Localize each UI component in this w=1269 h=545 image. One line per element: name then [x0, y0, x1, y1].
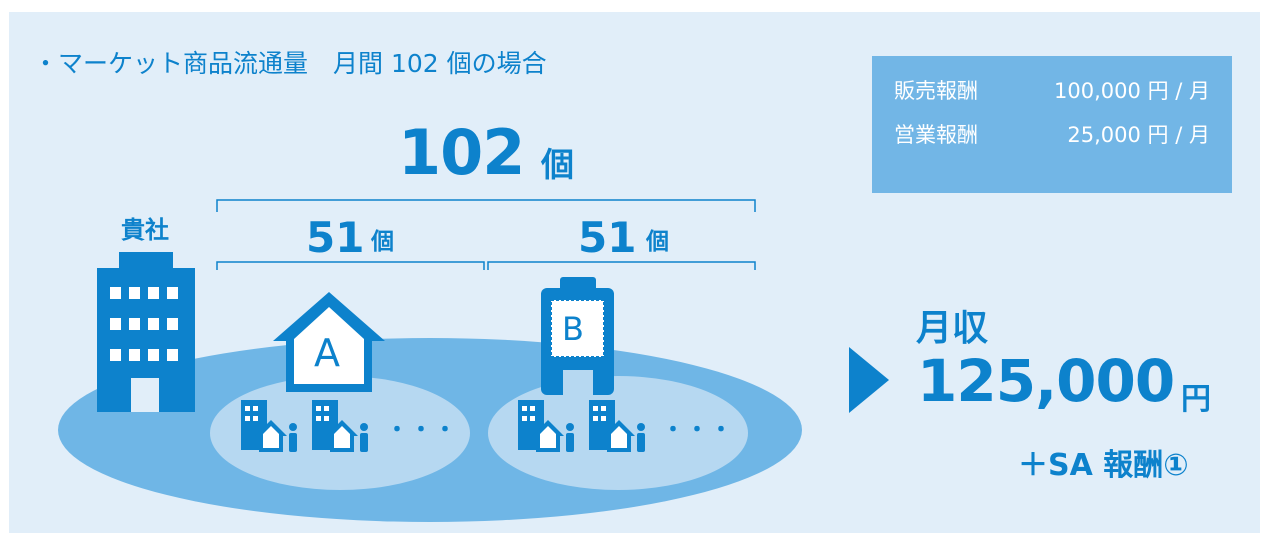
- reward-value: 100,000 円 / 月: [1054, 79, 1210, 103]
- house-a-icon: [273, 292, 385, 392]
- arrow-right-icon: [849, 347, 889, 413]
- branch-a-unit: 個: [371, 229, 394, 255]
- ellipsis: ・・・: [386, 418, 459, 443]
- total-number: 102: [398, 116, 525, 189]
- reward-value: 25,000 円 / 月: [1067, 123, 1210, 147]
- reward-label: 販売報酬: [894, 79, 978, 103]
- company-building-icon: [97, 252, 195, 412]
- branch-a-number: 51: [306, 213, 365, 262]
- income-unit: 円: [1181, 382, 1211, 417]
- income-label: 月収: [916, 308, 989, 349]
- total-unit: 個: [541, 145, 574, 184]
- bracket-total: [216, 199, 756, 212]
- small-group-icon: [312, 400, 368, 452]
- small-group-icon: [589, 400, 645, 452]
- bracket-branch-b: [487, 261, 756, 270]
- node-a-label: A: [314, 331, 340, 375]
- company-label: 貴社: [121, 216, 169, 244]
- branch-b-number: 51: [578, 213, 637, 262]
- reward-label: 営業報酬: [894, 123, 978, 147]
- reward-box: 販売報酬 100,000 円 / 月 営業報酬 25,000 円 / 月: [872, 56, 1232, 193]
- income-extra: ＋SA 報酬①: [1018, 448, 1189, 483]
- branch-b-unit: 個: [646, 229, 669, 255]
- income-number: 125,000: [917, 347, 1175, 415]
- node-b-label: B: [562, 310, 584, 348]
- small-group-icon: [518, 400, 574, 452]
- ellipsis: ・・・: [662, 418, 735, 443]
- small-group-icon: [241, 400, 297, 452]
- page-title: ・マーケット商品流通量 月間 102 個の場合: [33, 49, 547, 78]
- building-b-icon: [541, 277, 614, 395]
- bracket-branch-a: [216, 261, 485, 270]
